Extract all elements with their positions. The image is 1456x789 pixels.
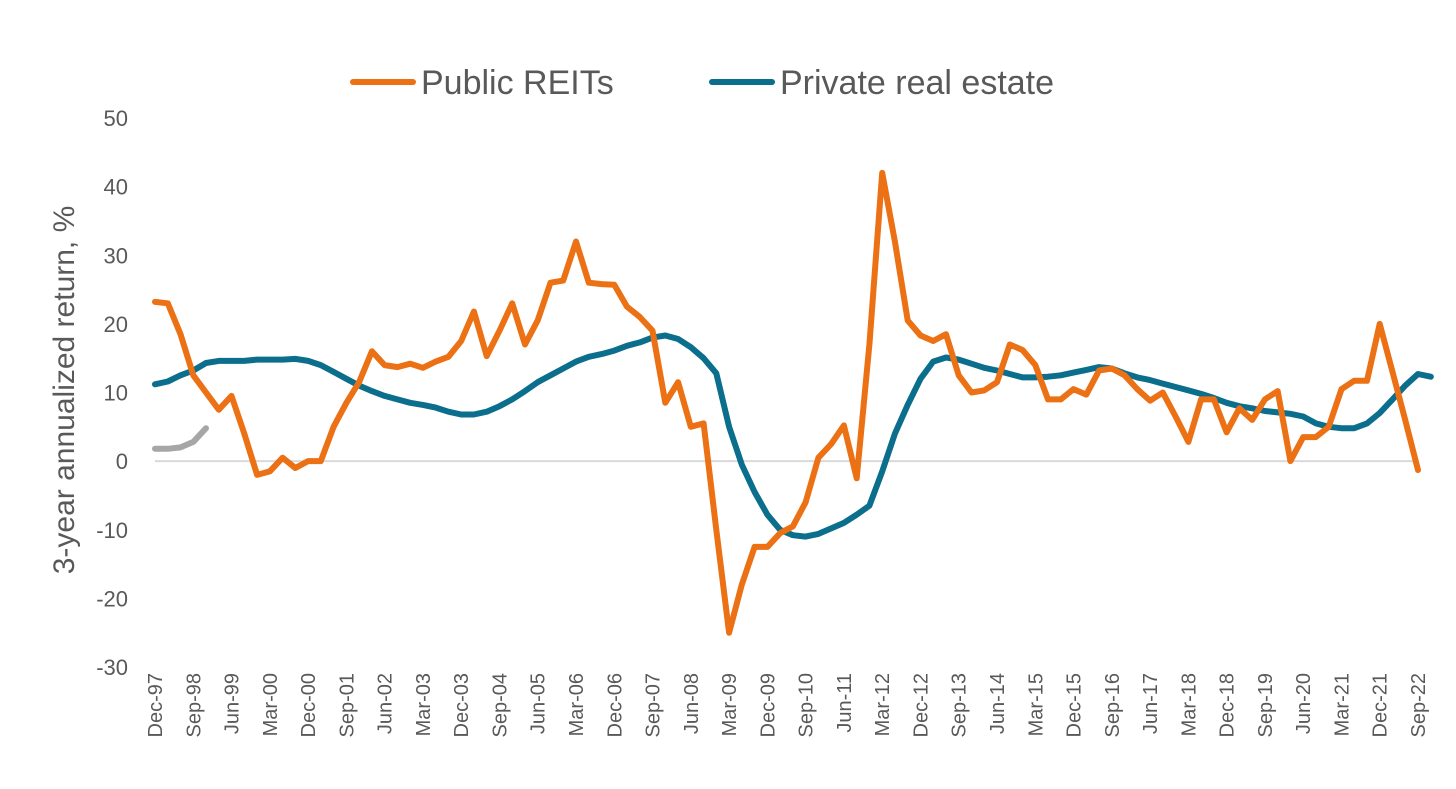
series-layer [152, 169, 1434, 636]
y-tick-label: 10 [104, 381, 128, 406]
x-tick-label: Sep-16 [1102, 673, 1124, 738]
x-tick-label: Mar-18 [1178, 673, 1200, 736]
x-axis-ticks: Dec-97 Sep-98 Jun-99 Mar-00 Dec-00 Sep-01 Jun-… [145, 673, 1430, 738]
x-tick-label: Jun-11 [834, 673, 856, 733]
x-tick-label: Jun-20 [1293, 673, 1315, 734]
x-tick-label: Jun-17 [1140, 673, 1162, 734]
x-tick-label: Dec-09 [757, 673, 779, 737]
x-tick-label: Dec-18 [1217, 673, 1239, 737]
x-tick-label: Dec-00 [298, 673, 320, 737]
x-tick-label: Dec-06 [604, 673, 626, 737]
short-grey-line [152, 425, 209, 452]
y-axis-ticks: 50 40 30 20 10 0 -10 -20 -30 [96, 106, 128, 680]
x-tick-label: Mar-00 [260, 673, 282, 736]
y-tick-label: 50 [104, 106, 128, 131]
x-tick-label: Sep-07 [643, 673, 665, 738]
x-tick-label: Mar-15 [1025, 673, 1047, 736]
x-tick-label: Sep-98 [183, 673, 205, 738]
x-tick-label: Dec-97 [145, 673, 167, 737]
x-tick-label: Dec-03 [451, 673, 473, 737]
x-tick-label: Mar-12 [872, 673, 894, 736]
y-tick-label: -10 [96, 518, 128, 543]
legend-public-reits-label: Public REITs [421, 64, 614, 102]
x-tick-label: Jun-14 [987, 673, 1009, 734]
x-tick-label: Jun-08 [681, 673, 703, 734]
y-axis-label: 3-year annualized return, % [48, 206, 81, 575]
legend-private-real-estate-label: Private real estate [780, 64, 1054, 102]
private-real-estate-line [152, 332, 1434, 540]
x-tick-label: Dec-21 [1370, 673, 1392, 737]
y-tick-label: 0 [116, 449, 128, 474]
x-tick-label: Sep-01 [336, 673, 358, 738]
x-tick-label: Jun-99 [222, 673, 244, 734]
x-tick-label: Sep-19 [1255, 673, 1277, 738]
y-tick-label: -20 [96, 586, 128, 611]
x-tick-label: Mar-06 [566, 673, 588, 736]
x-tick-label: Dec-15 [1064, 673, 1086, 737]
x-tick-label: Jun-05 [528, 673, 550, 734]
y-tick-label: 20 [104, 312, 128, 337]
x-tick-label: Sep-13 [949, 673, 971, 738]
x-tick-label: Dec-12 [911, 673, 933, 737]
y-tick-label: 30 [104, 243, 128, 268]
x-tick-label: Mar-09 [719, 673, 741, 736]
x-tick-label: Jun-02 [375, 673, 397, 734]
y-tick-label: -30 [96, 655, 128, 680]
y-tick-label: 40 [104, 175, 128, 200]
x-tick-label: Sep-22 [1408, 673, 1430, 738]
x-tick-label: Mar-03 [413, 673, 435, 736]
x-tick-label: Sep-10 [796, 673, 818, 738]
public-reits-line [152, 169, 1421, 636]
legend: Public REITs Private real estate [350, 64, 1054, 102]
x-tick-label: Mar-21 [1332, 673, 1354, 736]
x-tick-label: Sep-04 [490, 673, 512, 738]
